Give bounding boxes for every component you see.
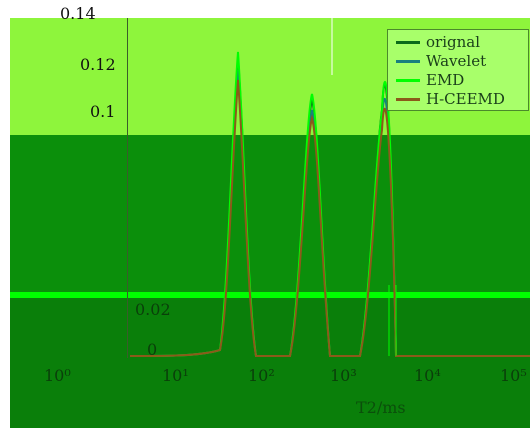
legend-label-emd: EMD bbox=[426, 71, 465, 89]
x-tick-2: 10² bbox=[248, 366, 275, 385]
x-tick-3: 10³ bbox=[330, 366, 357, 385]
y-tick-3: 0.02 bbox=[135, 300, 171, 319]
series-line-emd bbox=[129, 51, 530, 357]
x-tick-0: 10⁰ bbox=[44, 366, 71, 385]
x-tick-1: 10¹ bbox=[162, 366, 189, 385]
y-tick-1: 0.12 bbox=[80, 55, 116, 74]
legend-label-wavelet: Wavelet bbox=[426, 52, 487, 70]
y-tick-2: 0.1 bbox=[90, 102, 116, 121]
legend-item-orignal: orignal bbox=[396, 33, 480, 51]
plot-frame bbox=[127, 18, 530, 358]
y-tick-4: 0 bbox=[147, 340, 158, 359]
legend-item-hceemd: H-CEEMD bbox=[396, 90, 505, 108]
legend-label-hceemd: H-CEEMD bbox=[426, 90, 505, 108]
legend-swatch-wavelet bbox=[396, 59, 420, 63]
background-block-lower bbox=[10, 298, 530, 428]
legend-item-emd: EMD bbox=[396, 71, 464, 89]
x-tick-4: 10⁴ bbox=[414, 366, 441, 385]
series-line-hceemd bbox=[129, 79, 530, 357]
legend-item-wavelet: Wavelet bbox=[396, 52, 486, 70]
x-axis-label: T2/ms bbox=[356, 398, 406, 417]
legend-swatch-emd bbox=[396, 78, 420, 82]
background-block-main bbox=[10, 135, 530, 293]
background-band-bright bbox=[10, 292, 530, 298]
legend: orignal Wavelet EMD H-CEEMD bbox=[387, 29, 529, 111]
legend-swatch-hceemd bbox=[396, 97, 420, 101]
series-line-wavelet bbox=[129, 69, 530, 357]
x-tick-5: 10⁵ bbox=[500, 366, 527, 385]
legend-label-orignal: orignal bbox=[426, 33, 481, 51]
legend-swatch-orignal bbox=[396, 40, 420, 44]
y-tick-0: 0.14 bbox=[60, 4, 96, 23]
